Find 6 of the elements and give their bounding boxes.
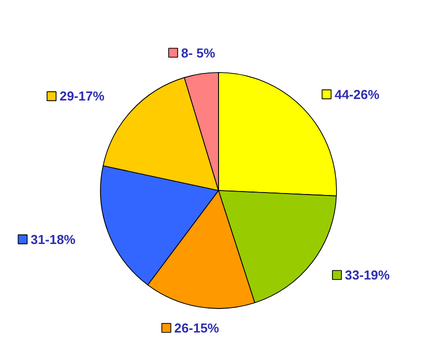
- legend-label: 29-17%: [60, 88, 105, 104]
- legend-label: 44-26%: [334, 86, 380, 102]
- legend-label: 8- 5%: [181, 45, 216, 60]
- legend-label: 33-19%: [344, 268, 390, 283]
- legend-label: 31-18%: [30, 232, 76, 247]
- legend-label: 26-15%: [174, 320, 220, 336]
